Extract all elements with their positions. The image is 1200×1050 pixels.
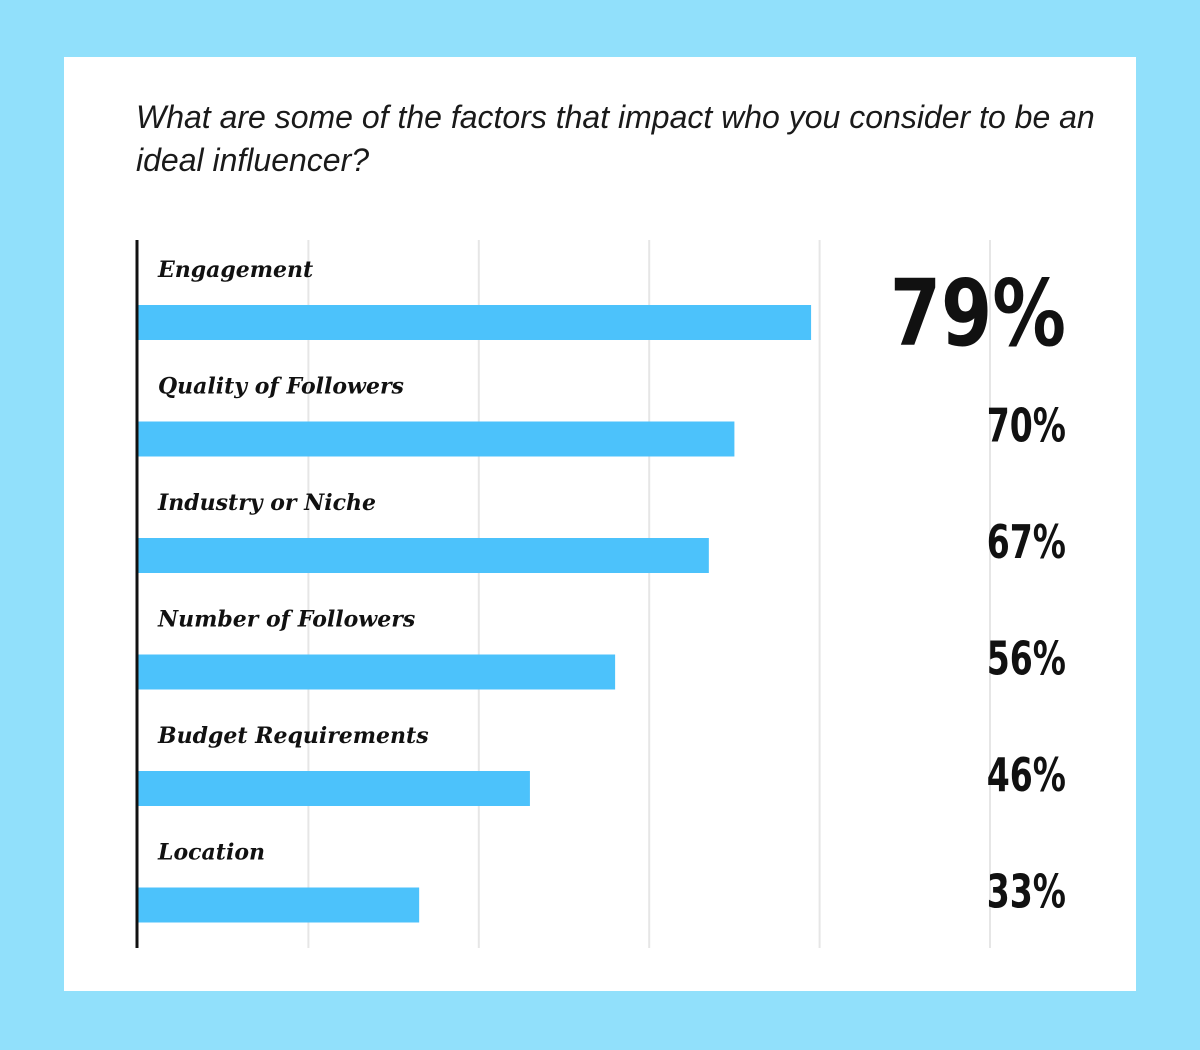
category-label: Industry or Niche	[157, 490, 376, 516]
category-label: Budget Requirements	[157, 723, 429, 749]
bar-2	[138, 538, 709, 573]
bars	[138, 305, 812, 923]
bar-0	[138, 305, 812, 340]
bar-4	[138, 771, 530, 806]
chart-title: What are some of the factors that impact…	[136, 99, 1095, 178]
bar-5	[138, 887, 420, 923]
value-label: 33%	[987, 866, 1066, 919]
bar-3	[138, 654, 616, 690]
chart-card	[64, 57, 1136, 991]
value-label: 67%	[987, 517, 1066, 570]
bar-1	[138, 421, 735, 457]
category-label: Quality of Followers	[158, 374, 404, 400]
value-label: 79%	[890, 260, 1066, 367]
value-labels: 79% 70% 67% 56% 46% 33%	[890, 260, 1066, 919]
value-label: 46%	[987, 750, 1066, 803]
category-label: Number of Followers	[157, 607, 415, 633]
gridlines	[307, 240, 991, 948]
category-label: Engagement	[157, 257, 313, 283]
value-label: 70%	[987, 400, 1066, 453]
category-labels: Engagement Quality of Followers Industry o…	[157, 257, 429, 866]
category-label: Location	[157, 840, 265, 866]
value-label: 56%	[987, 633, 1066, 686]
